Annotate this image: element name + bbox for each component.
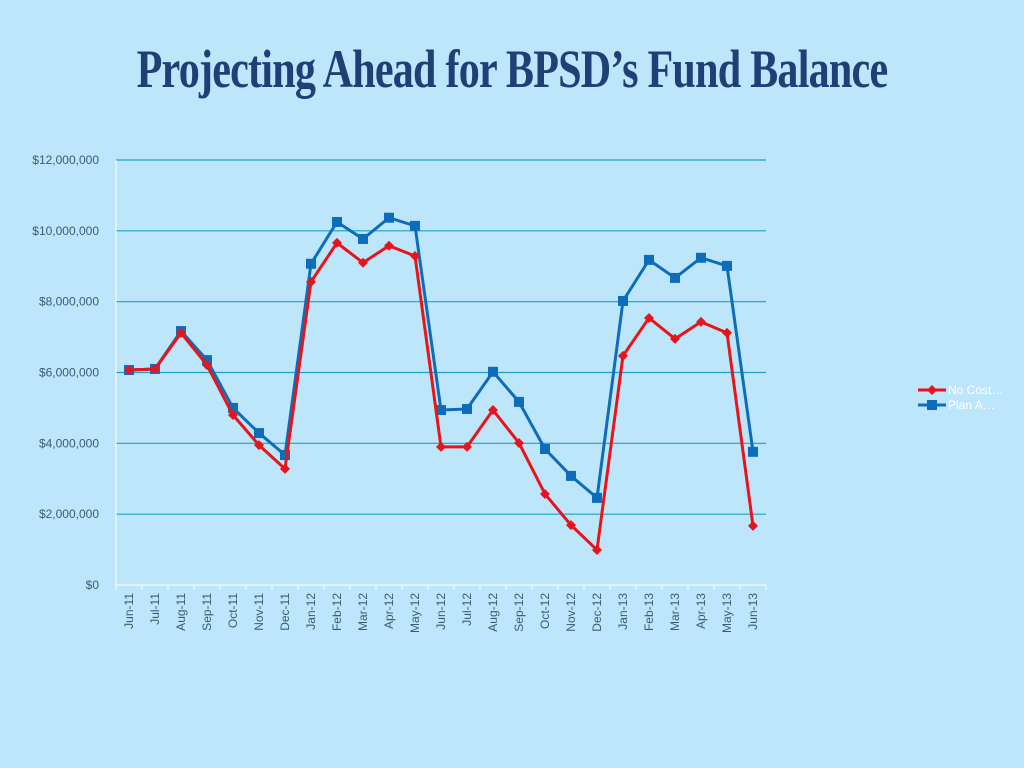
chart-title: Projecting Ahead for BPSD’s Fund Balance — [136, 39, 889, 99]
data-point-diamond — [384, 240, 394, 251]
data-point-square — [436, 405, 446, 416]
y-tick-label: $8,000,000 — [39, 295, 99, 309]
y-tick-label: $0 — [86, 578, 100, 592]
x-tick-label: Jul-11 — [148, 593, 162, 625]
data-point-square — [332, 216, 342, 227]
data-point-square — [280, 450, 290, 461]
data-point-square — [592, 492, 602, 503]
data-point-diamond — [306, 276, 316, 287]
x-tick-label: May-12 — [408, 593, 422, 633]
x-tick-label: Aug-12 — [486, 593, 500, 632]
data-point-diamond — [254, 440, 264, 451]
y-tick-label: $4,000,000 — [39, 436, 99, 450]
x-tick-label: Aug-11 — [174, 593, 188, 631]
x-tick-label: Feb-12 — [330, 593, 344, 631]
x-tick-label: Sep-11 — [200, 593, 214, 631]
x-tick-label: Dec-11 — [278, 593, 292, 631]
x-tick-label: Nov-11 — [252, 593, 266, 631]
data-point-diamond — [618, 350, 628, 361]
y-tick-label: $6,000,000 — [39, 366, 99, 380]
y-tick-label: $12,000,000 — [32, 153, 99, 167]
legend-diamond-marker — [927, 385, 937, 395]
data-point-diamond — [696, 316, 706, 327]
data-point-square — [566, 470, 576, 481]
x-tick-label: Apr-13 — [694, 593, 708, 629]
data-point-diamond — [540, 488, 550, 499]
data-point-square — [644, 254, 654, 265]
data-point-square — [618, 295, 628, 306]
data-point-diamond — [592, 544, 602, 555]
data-point-diamond — [358, 257, 368, 268]
data-point-square — [670, 272, 680, 283]
x-tick-label: Apr-12 — [382, 593, 396, 629]
data-point-square — [540, 444, 550, 454]
data-point-square — [748, 446, 758, 457]
x-tick-label: Nov-12 — [564, 593, 578, 632]
data-point-diamond — [566, 520, 576, 531]
data-point-diamond — [488, 405, 498, 416]
y-tick-label: $10,000,000 — [32, 224, 99, 238]
x-tick-label: Jun-13 — [746, 593, 760, 630]
x-tick-label: Oct-11 — [226, 593, 240, 628]
data-point-square — [384, 212, 394, 223]
legend-label: No Cost… — [948, 383, 1003, 397]
data-point-square — [410, 220, 420, 231]
series-line-no-cost — [128, 241, 755, 552]
data-point-square — [306, 258, 316, 269]
data-point-diamond — [150, 363, 160, 374]
data-point-square — [696, 252, 706, 263]
x-tick-label: Sep-12 — [512, 593, 526, 632]
data-point-square — [488, 366, 498, 377]
x-tick-label: Dec-12 — [590, 593, 604, 632]
data-point-square — [228, 402, 238, 413]
data-point-diamond — [462, 441, 472, 452]
data-point-square — [514, 396, 524, 407]
data-point-diamond — [748, 520, 758, 531]
data-point-diamond — [410, 250, 420, 261]
data-point-square — [722, 260, 732, 271]
x-tick-label: Mar-12 — [356, 593, 370, 631]
x-tick-label: Jan-12 — [304, 593, 318, 630]
x-tick-label: Jan-13 — [616, 593, 630, 630]
x-tick-label: May-13 — [720, 593, 734, 633]
data-point-diamond — [280, 463, 290, 474]
data-point-diamond — [644, 312, 654, 323]
x-tick-label: Mar-13 — [668, 593, 682, 631]
data-point-diamond — [202, 360, 212, 371]
series-line-plan-a — [128, 216, 755, 500]
data-point-diamond — [228, 410, 238, 420]
legend-square-marker — [927, 400, 937, 410]
x-tick-label: Jun-11 — [122, 593, 136, 629]
x-tick-label: Jun-12 — [434, 593, 448, 630]
x-tick-label: Jul-12 — [460, 593, 474, 626]
data-point-diamond — [124, 365, 134, 376]
x-tick-label: Feb-13 — [642, 593, 656, 631]
y-tick-label: $2,000,000 — [39, 507, 99, 521]
data-point-square — [358, 233, 368, 244]
data-point-diamond — [332, 237, 342, 248]
data-point-square — [254, 428, 264, 439]
legend-label: Plan A… — [948, 398, 995, 412]
data-point-diamond — [176, 327, 186, 338]
data-point-diamond — [514, 437, 524, 448]
data-point-diamond — [436, 441, 446, 452]
x-tick-label: Oct-12 — [538, 593, 552, 629]
data-point-square — [462, 403, 472, 414]
data-point-diamond — [722, 327, 732, 338]
data-point-diamond — [670, 333, 680, 344]
